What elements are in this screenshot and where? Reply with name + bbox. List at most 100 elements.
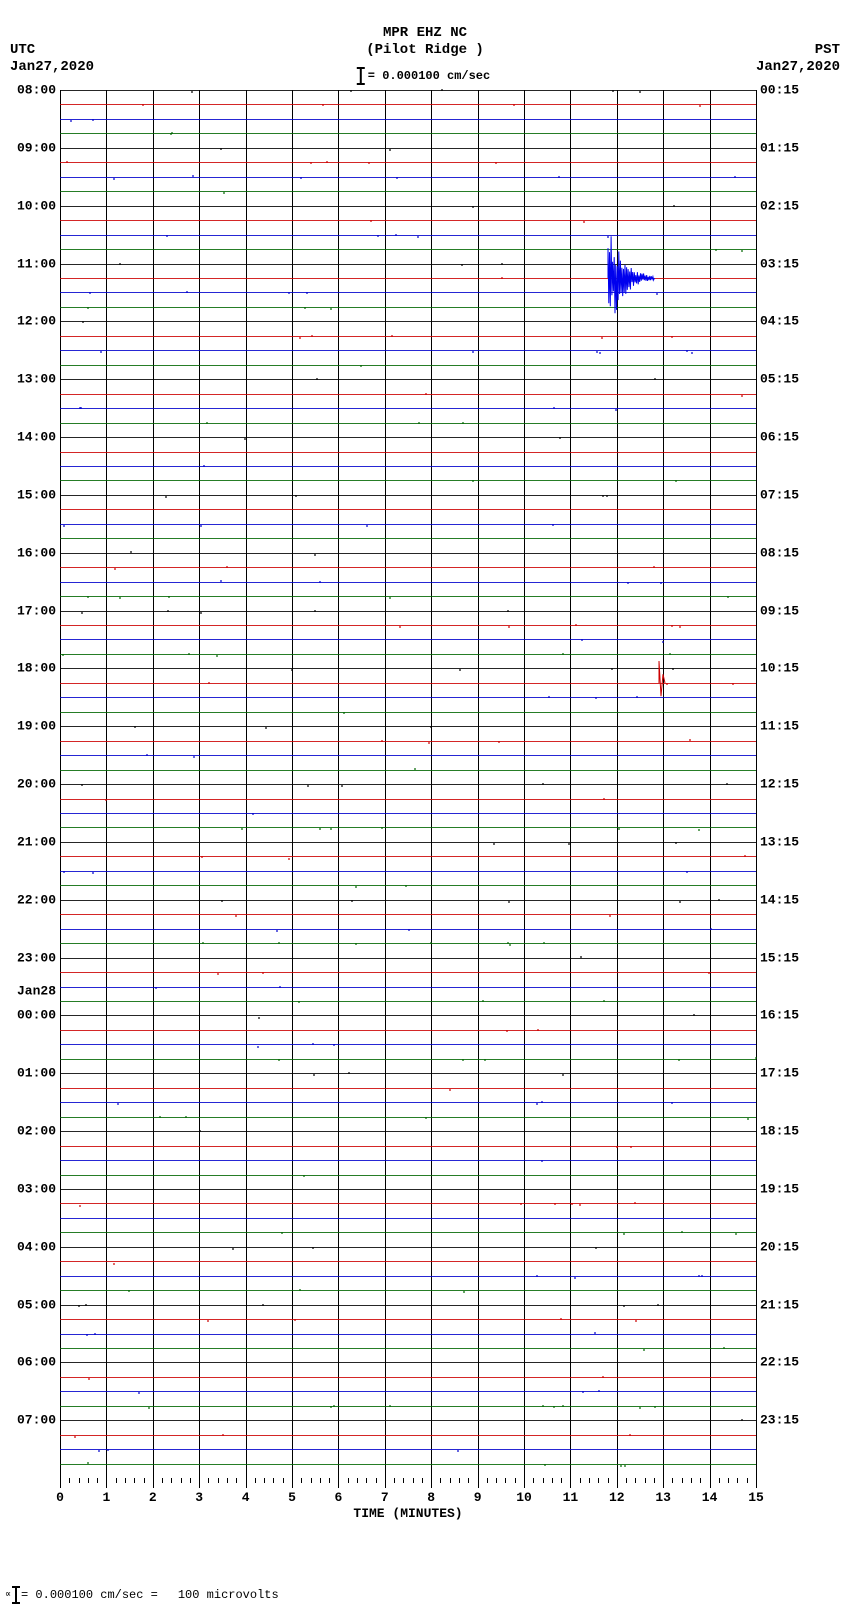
x-tick-label: 7 [381, 1490, 389, 1505]
trace-baseline [60, 307, 756, 308]
noise-speck [142, 104, 144, 106]
pst-hour-label: 09:15 [760, 603, 799, 618]
noise-speck [188, 653, 190, 655]
noise-speck [542, 1405, 544, 1407]
noise-speck [79, 1205, 81, 1207]
x-tick-minor [311, 1478, 312, 1483]
noise-speck [671, 625, 673, 627]
noise-speck [201, 856, 203, 858]
utc-hour-label: 14:00 [17, 430, 56, 445]
x-tick-minor [552, 1478, 553, 1483]
x-tick-label: 2 [149, 1490, 157, 1505]
noise-speck [168, 596, 170, 598]
x-tick-minor [329, 1478, 330, 1483]
noise-speck [671, 336, 673, 338]
noise-speck [606, 495, 608, 497]
seismogram-plot: 08:0009:0010:0011:0012:0013:0014:0015:00… [60, 90, 756, 1478]
noise-speck [304, 307, 306, 309]
noise-speck [553, 1406, 555, 1408]
trace-baseline [60, 249, 756, 250]
trace-baseline [60, 712, 756, 713]
pst-hour-label: 18:15 [760, 1124, 799, 1139]
noise-speck [381, 740, 383, 742]
x-tick-minor [682, 1478, 683, 1483]
noise-speck [607, 236, 609, 238]
utc-hour-label: 04:00 [17, 1239, 56, 1254]
noise-speck [630, 1146, 632, 1148]
pst-hour-label: 14:15 [760, 892, 799, 907]
trace-baseline [60, 625, 756, 626]
trace-baseline [60, 1290, 756, 1291]
trace-baseline [60, 1377, 756, 1378]
noise-speck [389, 1405, 391, 1407]
x-tick-minor [162, 1478, 163, 1483]
noise-speck [568, 843, 570, 845]
trace-baseline [60, 987, 756, 988]
trace-baseline [60, 148, 756, 149]
utc-hour-label: 22:00 [17, 892, 56, 907]
noise-speck [675, 480, 677, 482]
noise-speck [316, 378, 318, 380]
noise-speck [395, 234, 397, 236]
utc-hour-label: 11:00 [17, 256, 56, 271]
noise-speck [100, 351, 102, 353]
noise-speck [430, 726, 432, 728]
noise-speck [678, 1059, 680, 1061]
noise-speck [94, 1333, 96, 1335]
x-tick-major [756, 1478, 757, 1488]
noise-speck [319, 581, 321, 583]
noise-speck [159, 1116, 161, 1118]
x-tick-minor [719, 1478, 720, 1483]
noise-speck [314, 554, 316, 556]
noise-speck [148, 1407, 150, 1409]
trace-baseline [60, 466, 756, 467]
noise-speck [629, 1434, 631, 1436]
noise-speck [414, 768, 416, 770]
noise-speck [113, 1263, 115, 1265]
trace-baseline [60, 278, 756, 279]
noise-speck [114, 568, 116, 570]
timezone-right: PST [815, 42, 840, 58]
noise-speck [119, 263, 121, 265]
trace-baseline [60, 437, 756, 438]
x-tick-minor [422, 1478, 423, 1483]
noise-speck [723, 1347, 725, 1349]
noise-speck [343, 712, 345, 714]
noise-speck [639, 91, 641, 93]
utc-hour-label: 08:00 [17, 83, 56, 98]
noise-speck [715, 249, 717, 251]
noise-speck [741, 250, 743, 252]
noise-speck [155, 987, 157, 989]
noise-speck [192, 175, 194, 177]
x-tick-major [710, 1478, 711, 1488]
noise-speck [278, 1059, 280, 1061]
noise-speck [203, 465, 205, 467]
noise-speck [425, 393, 427, 395]
noise-speck [220, 148, 222, 150]
noise-speck [105, 799, 107, 801]
trace-baseline [60, 524, 756, 525]
trace-baseline [60, 842, 756, 843]
noise-speck [542, 783, 544, 785]
noise-speck [326, 161, 328, 163]
x-tick-minor [116, 1478, 117, 1483]
trace-baseline [60, 133, 756, 134]
noise-speck [508, 626, 510, 628]
trace-baseline [60, 509, 756, 510]
noise-speck [699, 105, 701, 107]
pst-hour-label: 03:15 [760, 256, 799, 271]
utc-hour-label: 03:00 [17, 1181, 56, 1196]
x-tick-minor [97, 1478, 98, 1483]
noise-speck [580, 956, 582, 958]
utc-hour-label: 00:00 [17, 1008, 56, 1023]
trace-baseline [60, 1420, 756, 1421]
noise-speck [428, 742, 430, 744]
trace-baseline [60, 90, 756, 91]
x-tick-major [617, 1478, 618, 1488]
noise-speck [513, 104, 515, 106]
noise-speck [265, 727, 267, 729]
pst-hour-label: 00:15 [760, 83, 799, 98]
pst-hour-label: 15:15 [760, 950, 799, 965]
noise-speck [747, 1118, 749, 1120]
noise-speck [300, 177, 302, 179]
